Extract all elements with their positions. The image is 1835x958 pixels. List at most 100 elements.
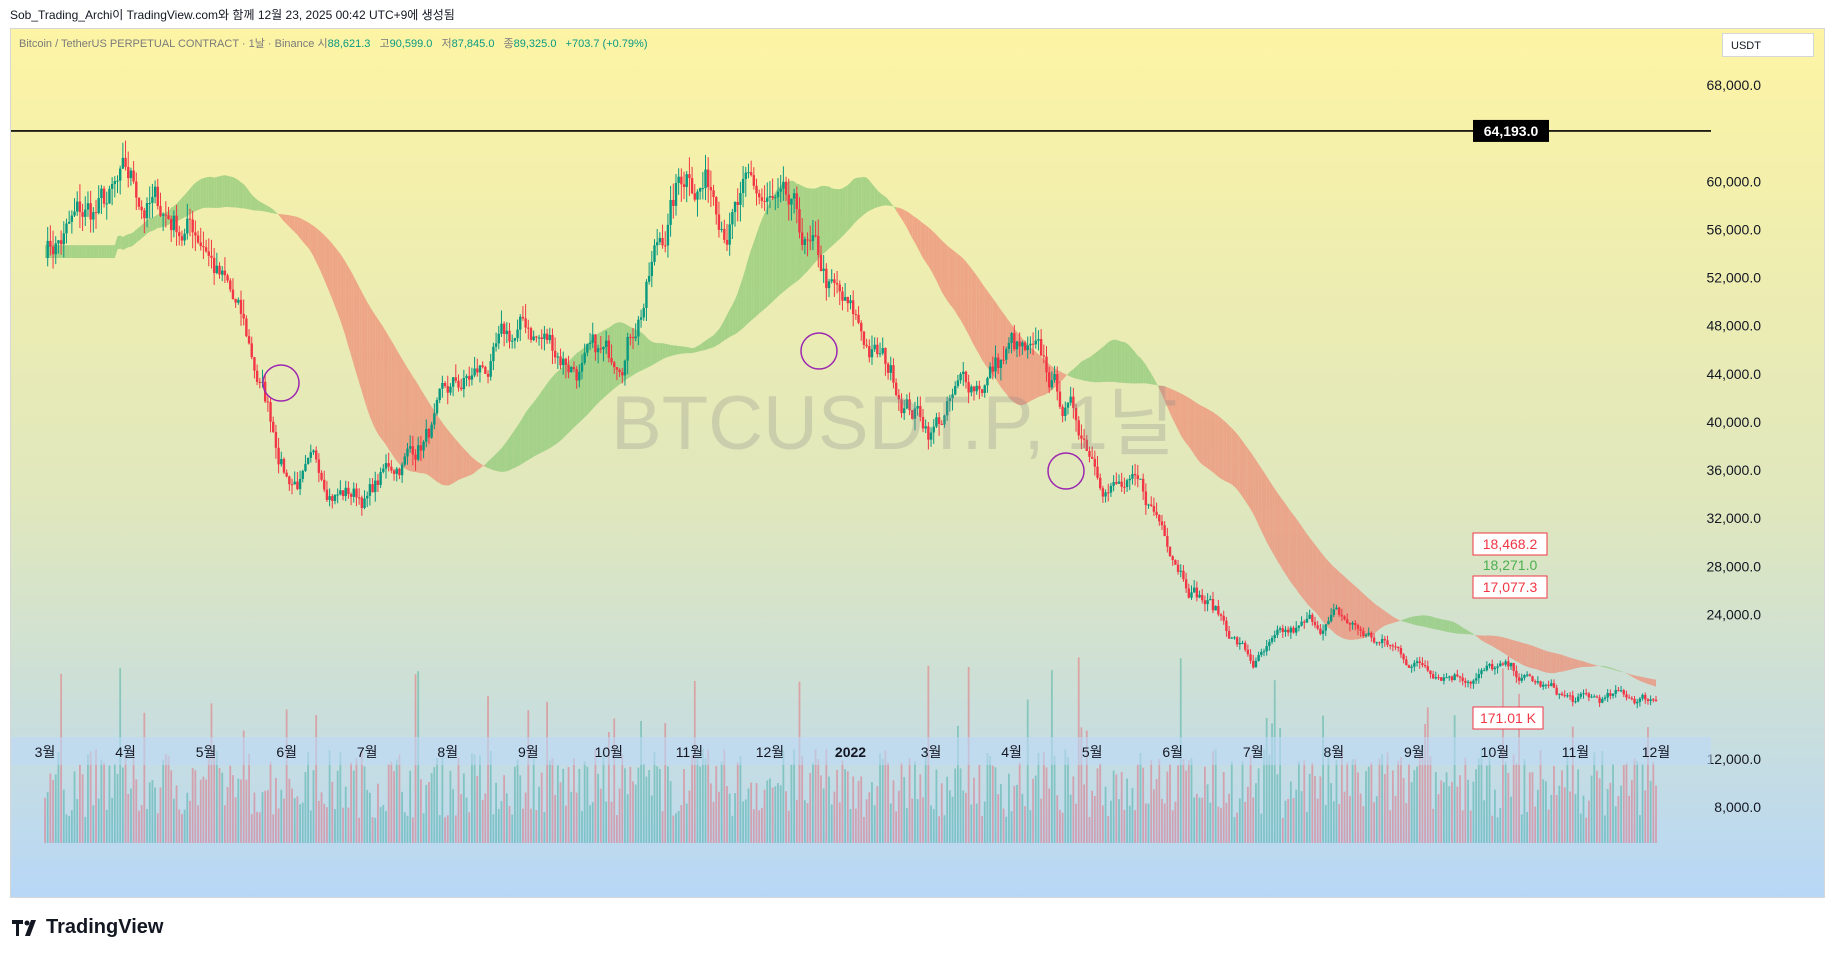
cloud-segment [1543, 649, 1546, 673]
candle-body [502, 323, 506, 335]
price-chart[interactable]: BTCUSDT.P, 1날 8,000.012,000.024,000.028,… [11, 29, 1825, 898]
cloud-segment [1263, 472, 1267, 542]
candle-body [545, 333, 549, 341]
volume-bar [1139, 753, 1142, 843]
cloud-segment [1497, 636, 1501, 651]
candle-body [468, 376, 471, 380]
cloud-segment [1108, 340, 1111, 382]
cloud-segment [254, 197, 258, 211]
x-tick-label: 4월 [1001, 744, 1022, 760]
cloud-segment [1519, 641, 1522, 665]
candle-body [811, 235, 815, 241]
candle-body [1456, 674, 1459, 677]
volume-bar [374, 817, 377, 843]
volume-bar [1370, 762, 1373, 843]
candle-body [1238, 642, 1242, 645]
candle-body [1002, 359, 1005, 361]
volume-bar [57, 751, 60, 843]
candle-body [994, 357, 997, 372]
chart-panel[interactable]: BTCUSDT.P, 1날 8,000.0 12,000.0 24,000.0 28,… [10, 28, 1825, 898]
candle-body [1152, 505, 1156, 512]
currency-selector[interactable]: USDT [1722, 33, 1814, 57]
candle-body [427, 428, 431, 438]
volume-bar [210, 703, 213, 843]
cloud-segment [1578, 659, 1581, 668]
candle-body [288, 476, 291, 485]
cloud-segment [1564, 655, 1568, 672]
volume-label-text: 171.01 K [1480, 710, 1537, 726]
candle-body [1329, 615, 1333, 622]
candle-body [1445, 677, 1448, 679]
volume-bar [573, 758, 575, 843]
candle-body [253, 357, 256, 371]
volume-bar [1147, 803, 1150, 843]
cloud-segment [614, 322, 617, 389]
volume-bar [280, 789, 283, 843]
cloud-segment [281, 214, 284, 222]
x-tick-label: 7월 [357, 744, 378, 760]
volume-bar [1306, 811, 1308, 843]
candle-body [701, 188, 705, 190]
candle-body [631, 337, 635, 339]
cloud-segment [1363, 593, 1367, 639]
candle-body [226, 275, 229, 281]
volume-bar [73, 771, 76, 843]
cloud-segment [555, 371, 558, 445]
cloud-segment [1269, 480, 1273, 552]
candle-body [1482, 670, 1486, 672]
cloud-segment [807, 188, 811, 272]
y-tick-label: 40,000.0 [1707, 414, 1762, 430]
volume-bar [1088, 816, 1091, 843]
cloud-segment [530, 402, 534, 459]
candle-body [599, 348, 602, 350]
candle-body [1367, 632, 1370, 635]
cloud-segment [657, 342, 660, 363]
candle-body [1380, 639, 1384, 644]
cloud-segment [1245, 444, 1248, 506]
cloud-segment [1135, 352, 1138, 384]
volume-bar [712, 801, 715, 843]
cloud-segment [1274, 488, 1278, 562]
cloud-segment [385, 331, 389, 450]
candle-body [116, 180, 119, 182]
cloud-segment [195, 181, 199, 212]
volume-bar [430, 773, 433, 843]
cloud-segment [1459, 625, 1463, 634]
volume-bar [857, 780, 860, 843]
volume-bar [87, 754, 89, 843]
candle-body [1415, 661, 1419, 663]
volume-bar [1504, 761, 1507, 843]
cloud-segment [128, 233, 131, 248]
cloud-segment [700, 342, 703, 352]
volume-bar [994, 767, 997, 843]
candle-body [1018, 341, 1021, 347]
candle-body [1297, 625, 1301, 628]
cloud-segment [552, 373, 556, 447]
cloud-segment [708, 336, 711, 350]
volume-bar [1268, 754, 1271, 843]
volume-bar [1026, 699, 1029, 843]
volume-bar [616, 815, 618, 843]
volume-bar [532, 759, 535, 843]
y-tick-label: 48,000.0 [1707, 318, 1762, 334]
cloud-segment [525, 408, 529, 462]
volume-bar [825, 748, 828, 843]
candle-body [218, 265, 221, 275]
volume-bar [379, 807, 382, 843]
cloud-segment [931, 229, 934, 276]
cloud-segment [1156, 383, 1160, 389]
candle-body [497, 333, 500, 344]
volume-bar [551, 758, 554, 843]
y-tick-label: 68,000.0 [1707, 77, 1762, 93]
cloud-segment [831, 188, 835, 247]
cloud-segment [920, 220, 923, 259]
price-label-box [1472, 532, 1548, 556]
cloud-segment [1151, 373, 1154, 385]
volume-bar [820, 775, 822, 843]
volume-bar [79, 764, 81, 843]
volume-bar [1593, 752, 1596, 843]
candle-body [924, 426, 927, 429]
candle-body [478, 365, 482, 373]
candle-body [1574, 701, 1577, 703]
cloud-segment [1492, 635, 1495, 648]
